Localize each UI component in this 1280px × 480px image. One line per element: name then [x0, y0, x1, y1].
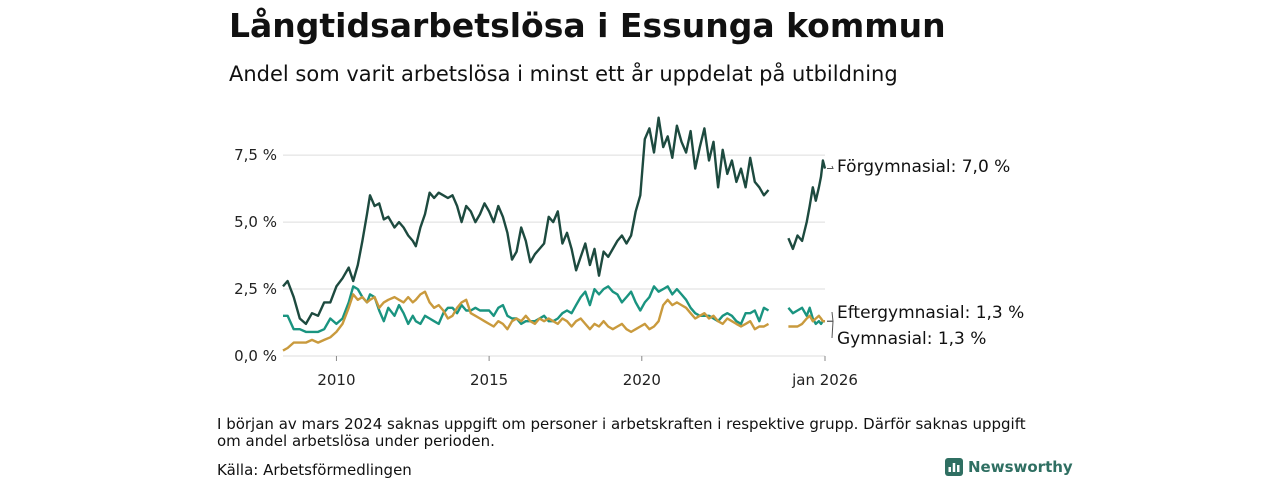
- x-tick-label: 2010: [317, 371, 355, 389]
- label-connector: [827, 165, 834, 170]
- label-connector: [827, 320, 834, 339]
- series-line-gymnasial-1: [788, 314, 825, 328]
- x-tick-label: jan 2026: [791, 371, 858, 389]
- source-credit: Källa: Arbetsförmedlingen: [217, 461, 412, 479]
- brand-name: Newsworthy: [968, 458, 1073, 476]
- chart-title: Långtidsarbetslösa i Essunga kommun: [229, 6, 946, 45]
- y-axis-ticks: 0,0 % 2,5 % 5,0 % 7,5 %: [234, 146, 277, 365]
- y-tick-label: 7,5 %: [234, 146, 277, 164]
- y-tick-label: 0,0 %: [234, 347, 277, 365]
- x-tick-label: 2015: [470, 371, 508, 389]
- series-line-förgymnasial-1: [787, 159, 827, 251]
- chart-subtitle: Andel som varit arbetslösa i minst ett å…: [229, 62, 898, 86]
- newsworthy-logo-icon: [945, 458, 963, 476]
- brand-logo: Newsworthy: [945, 458, 1073, 476]
- y-tick-label: 2,5 %: [234, 280, 277, 298]
- series-line-förgymnasial-0: [282, 116, 770, 326]
- series-end-label: Eftergymnasial: 1,3 %: [837, 303, 1024, 323]
- label-connector: [827, 311, 834, 322]
- x-axis-ticks: 2010 2015 2020 jan 2026: [317, 356, 858, 389]
- series-end-labels: Förgymnasial: 7,0 % Eftergymnasial: 1,3 %…: [827, 157, 1024, 349]
- series-line-eftergymnasial-0: [283, 285, 770, 334]
- line-chart: 0,0 % 2,5 % 5,0 % 7,5 % 2010 2015 2020 jan 202…: [234, 116, 1024, 389]
- y-tick-label: 5,0 %: [234, 213, 277, 231]
- series-end-label: Förgymnasial: 7,0 %: [837, 157, 1010, 177]
- series-lines: [282, 116, 827, 352]
- footnote: I början av mars 2024 saknas uppgift om …: [217, 415, 1026, 450]
- x-tick-label: 2020: [623, 371, 661, 389]
- series-line-eftergymnasial-1: [787, 306, 825, 326]
- series-end-label: Gymnasial: 1,3 %: [837, 329, 986, 349]
- series-line-gymnasial-0: [282, 290, 770, 352]
